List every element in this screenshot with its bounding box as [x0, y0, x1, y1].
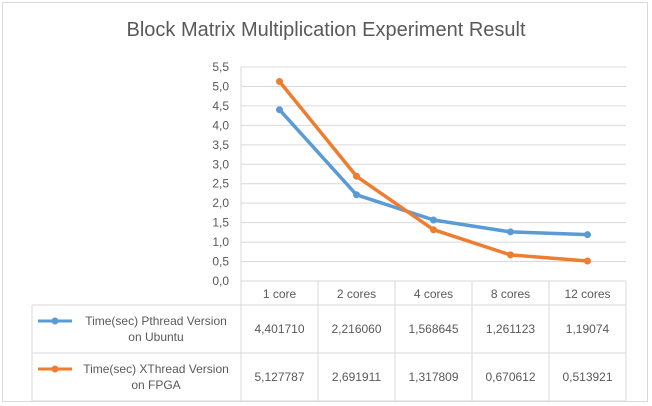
y-axis-ticks: 0,0 0,5 1,0 1,5 2,0 2,5 3,0 3,5 4,0 4,5 5,0 5,5 [212, 60, 229, 288]
y-tick-label: 4,0 [212, 118, 229, 132]
data-point [507, 228, 514, 236]
y-tick-label: 0,5 [212, 255, 229, 269]
legend-key-marker [51, 317, 59, 325]
series-lines [276, 77, 591, 265]
table-value: 2,216060 [331, 322, 381, 336]
y-tick-label: 5,0 [212, 79, 229, 93]
table-value: 1,19074 [566, 322, 610, 336]
legend-label: Time(sec) XThread Version [83, 362, 229, 376]
chart-frame [2, 2, 648, 402]
y-tick-label: 2,0 [212, 196, 229, 210]
category-label: 12 cores [564, 287, 610, 301]
legend-label: Time(sec) Pthread Version [85, 314, 227, 328]
table-value: 1,317809 [408, 370, 458, 384]
series-line [277, 107, 590, 237]
grid-lines [240, 66, 626, 282]
table-value: 1,568645 [408, 322, 458, 336]
table-value: 0,670612 [485, 370, 535, 384]
y-tick-label: 0,0 [212, 274, 229, 288]
category-label: 8 cores [491, 287, 530, 301]
table-value: 1,261123 [486, 322, 535, 336]
y-tick-label: 1,0 [212, 235, 229, 249]
y-tick-label: 1,5 [212, 216, 229, 230]
category-label: 1 core [263, 287, 297, 301]
data-point [353, 172, 360, 180]
data-table: 1 core 2 cores 4 cores 8 cores 12 cores Time(… [31, 280, 627, 402]
data-point [353, 191, 360, 199]
category-label: 2 cores [337, 287, 376, 301]
y-tick-label: 2,5 [212, 177, 229, 191]
data-point [276, 77, 283, 85]
table-value: 5,127787 [254, 370, 304, 384]
table-value: 2,691911 [332, 370, 381, 384]
data-point [507, 251, 514, 259]
chart-title: Block Matrix Multiplication Experiment R… [126, 19, 526, 41]
data-point [430, 226, 437, 234]
y-tick-label: 5,5 [212, 60, 229, 74]
y-tick-label: 3,5 [212, 138, 229, 152]
data-point [584, 231, 591, 239]
y-tick-label: 4,5 [212, 99, 229, 113]
data-point [584, 257, 591, 265]
data-point [276, 106, 283, 114]
legend-label: on Ubuntu [128, 330, 183, 344]
legend-label: on FPGA [131, 378, 180, 392]
category-label: 4 cores [414, 287, 453, 301]
legend-key-marker [51, 365, 59, 373]
y-tick-label: 3,0 [212, 157, 229, 171]
table-value: 4,401710 [254, 322, 304, 336]
table-value: 0,513921 [562, 370, 612, 384]
data-point [430, 216, 437, 224]
